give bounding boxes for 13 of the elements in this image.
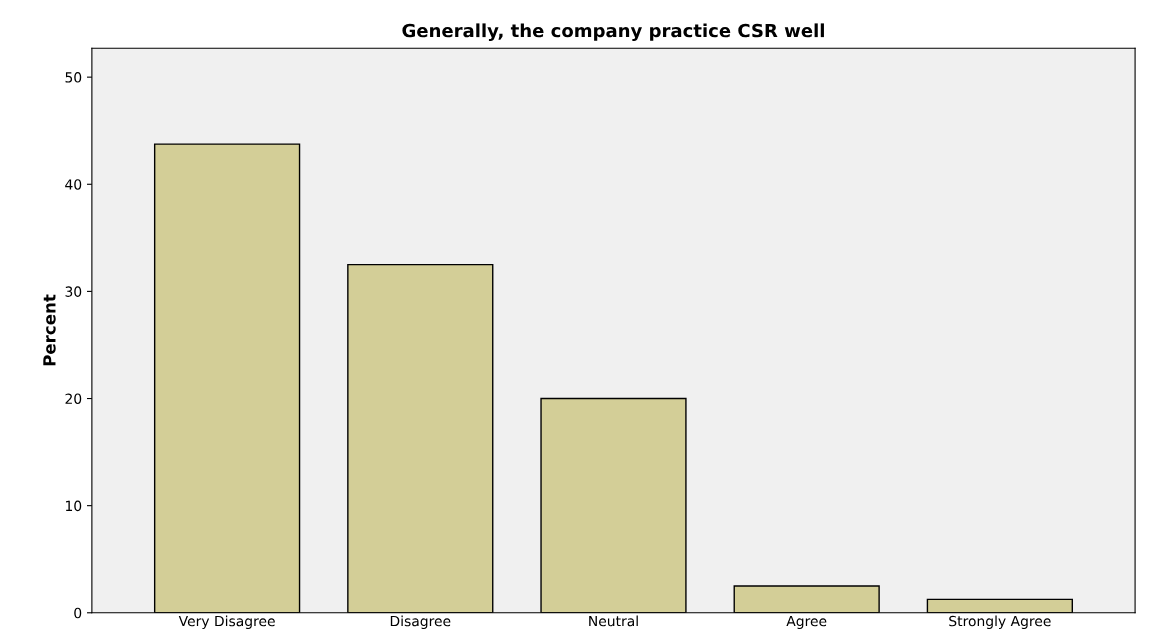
y-tick-label: 40: [65, 179, 82, 190]
x-tick-label: Agree: [786, 615, 827, 629]
y-tick-label: 10: [66, 500, 82, 512]
y-tick-label: 20: [65, 393, 82, 404]
y-tick-label: 0: [74, 607, 82, 619]
chart-title: Generally, the company practice CSR well: [402, 23, 824, 42]
y-tick-label: 30: [65, 286, 82, 297]
x-tick-label: Disagree: [390, 615, 451, 629]
y-axis-title: Percent: [43, 294, 56, 366]
x-tick-label: Very Disagree: [178, 615, 275, 629]
y-tick-label: 50: [65, 72, 82, 83]
x-tick-label: Neutral: [589, 615, 638, 627]
x-tick-label: Strongly Agree: [949, 615, 1051, 629]
